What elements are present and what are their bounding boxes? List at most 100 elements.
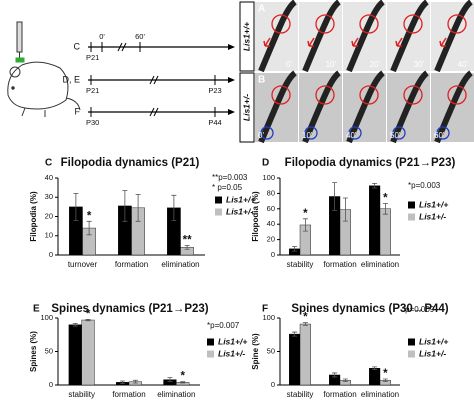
x-tick-label: formation: [323, 390, 356, 399]
error-bar: [73, 193, 79, 221]
dendrite: [258, 0, 297, 73]
significance: **: [183, 234, 192, 246]
legend-label: Lis1+/+: [419, 199, 448, 209]
roi-circle-blue: [392, 126, 406, 140]
error-bar: [132, 379, 138, 384]
significance: *: [303, 208, 308, 220]
genotype-strip: [239, 72, 255, 143]
panel-letter: E: [33, 304, 40, 315]
arrow: [351, 37, 359, 47]
time-label: 10': [326, 60, 337, 69]
genotype-label: Lis1+/+: [241, 22, 251, 51]
error-bar: [372, 366, 378, 370]
legend-label: Lis1+/+: [419, 336, 448, 346]
time-label: 40': [346, 131, 357, 140]
y-tick-label: 20: [45, 211, 53, 220]
roi-circle: [403, 85, 423, 105]
error-bar: [342, 378, 348, 383]
bar: [299, 323, 312, 386]
legend-swatch: [215, 208, 222, 216]
timeline-label: F: [75, 106, 81, 116]
x-tick-label: formation: [112, 390, 145, 399]
timeline-start-label: P21: [86, 86, 99, 95]
arrow: [395, 37, 403, 47]
y-axis-label: Spines (%): [29, 331, 38, 372]
significance: *: [180, 371, 185, 383]
genotype-strip: [239, 1, 255, 72]
y-tick-label: 20: [267, 235, 275, 244]
y-tick-label: 40: [267, 219, 275, 228]
legend-swatch: [408, 201, 415, 209]
error-bar: [292, 331, 298, 337]
legend-label: Lis1+/+: [218, 336, 247, 346]
error-bar: [184, 244, 190, 250]
time-label: 0': [258, 131, 264, 140]
roi-circle: [359, 85, 379, 105]
time-label: 0': [286, 60, 292, 69]
timeline-break: [117, 42, 127, 52]
error-bar: [382, 203, 388, 215]
x-tick-label: formation: [323, 260, 356, 269]
time-label: 20': [370, 60, 381, 69]
legend-label: Lis1+/-: [419, 348, 446, 358]
y-tick-label: 50: [45, 346, 53, 355]
error-bar: [72, 322, 78, 327]
roi-circle: [315, 85, 335, 105]
mouse-illustration: [7, 21, 81, 117]
timeline-end-label: P44: [208, 118, 221, 127]
x-tick-label: turnover: [68, 260, 98, 269]
y-tick-label: 0: [271, 250, 275, 259]
error-bar: [302, 218, 308, 232]
roi-circle-blue: [260, 126, 274, 140]
timeline-arrow: [228, 44, 235, 50]
arrow: [307, 37, 315, 47]
error-bar: [382, 378, 388, 383]
y-tick-label: 100: [40, 313, 53, 322]
y-axis-label: Filopodia (%): [251, 191, 260, 242]
timeline-arrow: [228, 109, 235, 115]
y-axis-label: Filopodia (%): [29, 191, 38, 242]
error-bar: [86, 220, 92, 236]
arrow: [263, 37, 271, 47]
time-label: 30': [414, 60, 425, 69]
time-label: 60': [434, 131, 445, 140]
significance: *: [303, 312, 308, 324]
legend-swatch: [408, 213, 415, 221]
panel-letter: F: [262, 304, 268, 315]
error-bar: [135, 193, 141, 222]
error-bar: [180, 381, 186, 384]
y-tick-label: 0: [271, 380, 275, 389]
chart-title: Filopodia dynamics (P21): [61, 157, 200, 169]
error-bar: [122, 190, 128, 222]
time-label: 40': [458, 60, 469, 69]
bar: [81, 319, 95, 386]
chart-title: Spines dynamics (P21→P23): [51, 303, 208, 315]
y-tick-label: 40: [45, 173, 53, 182]
timeline-start-label: P30: [86, 118, 99, 127]
roi-circle-blue: [304, 126, 318, 140]
chart-title: Spines dynamics (P30→P44): [291, 303, 448, 315]
legend-swatch: [215, 196, 222, 204]
p-value-note: *p=0.007: [207, 321, 240, 330]
bar: [379, 208, 392, 256]
arrow: [439, 37, 447, 47]
x-tick-label: elimination: [361, 260, 399, 269]
bar: [68, 324, 82, 386]
legend-swatch: [207, 350, 214, 358]
legend-label: Lis1+/+: [226, 194, 255, 204]
p-value-note: *p=0.009: [402, 305, 435, 314]
roi-circle: [271, 14, 291, 34]
timeline-label: D, E: [62, 74, 80, 84]
dendrite: [346, 0, 385, 73]
y-tick-label: 10: [45, 231, 53, 240]
significance: *: [86, 308, 91, 320]
legend-label: Lis1+/-: [218, 348, 245, 358]
legend-swatch: [408, 350, 415, 358]
legend-swatch: [207, 338, 214, 346]
timeline-end-label: P23: [208, 86, 221, 95]
dendrite: [434, 0, 473, 73]
y-tick-label: 60: [267, 204, 275, 213]
timeline-start-label: P21: [86, 53, 99, 62]
error-bar: [372, 182, 378, 189]
